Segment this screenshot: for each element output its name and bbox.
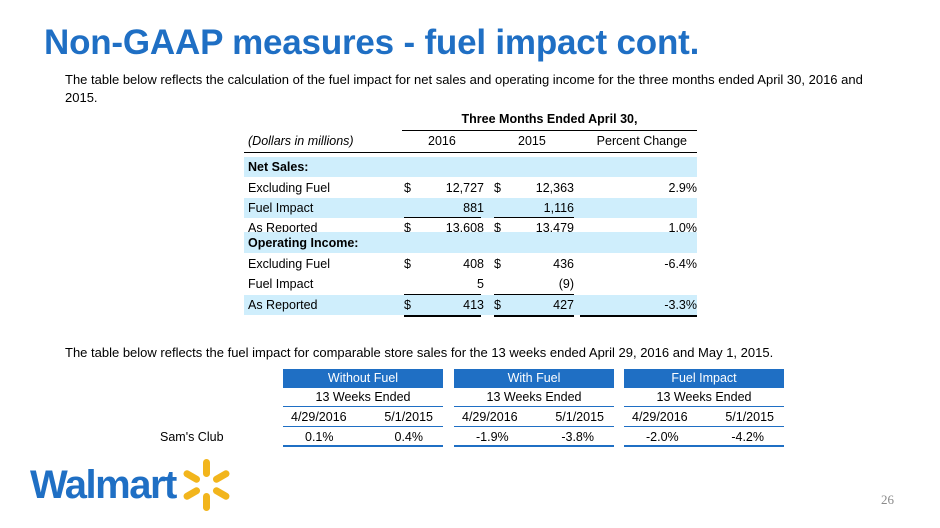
dollar-sign: $ bbox=[494, 257, 501, 271]
percent-change: 1.0% bbox=[668, 221, 698, 235]
percent-change: -6.4% bbox=[664, 257, 697, 271]
value-2015: (9) bbox=[558, 277, 574, 291]
date-2015: 5/1/2015 bbox=[384, 410, 433, 424]
dollar-sign: $ bbox=[404, 257, 411, 271]
row-label: As Reported bbox=[248, 298, 318, 312]
underline bbox=[404, 217, 481, 218]
with-fuel-box: With Fuel 13 Weeks Ended 4/29/2016 5/1/2… bbox=[454, 369, 614, 447]
dollar-sign: $ bbox=[494, 298, 501, 312]
table-row: As Reported $ 13,608 $ 13,479 1.0% bbox=[244, 218, 697, 238]
box-weeks: 13 Weeks Ended bbox=[624, 388, 784, 407]
value-2016: -2.0% bbox=[646, 430, 679, 444]
box-values: 0.1% 0.4% bbox=[283, 427, 443, 447]
row-label: Excluding Fuel bbox=[248, 257, 330, 271]
dollar-sign: $ bbox=[494, 181, 501, 195]
dollar-sign: $ bbox=[404, 181, 411, 195]
value-2016: 413 bbox=[463, 298, 484, 312]
value-2015: 436 bbox=[553, 257, 574, 271]
percent-change: -3.3% bbox=[664, 298, 697, 312]
box-title: With Fuel bbox=[454, 369, 614, 388]
row-label: Operating Income: bbox=[248, 236, 359, 250]
value-2016: -1.9% bbox=[476, 430, 509, 444]
value-2016: 408 bbox=[463, 257, 484, 271]
intro-bottom-text: The table below reflects the fuel impact… bbox=[65, 345, 774, 360]
box-title: Without Fuel bbox=[283, 369, 443, 388]
box-dates: 4/29/2016 5/1/2015 bbox=[283, 407, 443, 427]
row-label: Fuel Impact bbox=[248, 201, 314, 215]
intro-top-text: The table below reflects the calculation… bbox=[65, 72, 863, 105]
table-row: Operating Income: bbox=[244, 233, 697, 253]
value-2015: 0.4% bbox=[394, 430, 424, 444]
walmart-logo: Walmart bbox=[30, 457, 240, 513]
row-label: Fuel Impact bbox=[248, 277, 314, 291]
percent-change: 2.9% bbox=[668, 181, 698, 195]
underline bbox=[494, 217, 574, 218]
date-2015: 5/1/2015 bbox=[555, 410, 604, 424]
row-label: As Reported bbox=[248, 221, 318, 235]
page-number: 26 bbox=[881, 492, 894, 507]
box-values: -1.9% -3.8% bbox=[454, 427, 614, 447]
double-underline bbox=[404, 315, 481, 317]
col-pct-header: Percent Change bbox=[596, 134, 687, 148]
value-2015: 13,479 bbox=[535, 221, 574, 235]
column-header-row: (Dollars in millions) 2016 2015 Percent … bbox=[244, 131, 697, 153]
value-2015: 427 bbox=[553, 298, 574, 312]
value-2016: 12,727 bbox=[445, 181, 484, 195]
value-2016: 5 bbox=[477, 277, 484, 291]
col-2016-header: 2016 bbox=[428, 134, 456, 148]
table-row: Excluding Fuel $ 12,727 $ 12,363 2.9% bbox=[244, 178, 697, 198]
date-2016: 4/29/2016 bbox=[291, 410, 347, 424]
value-2016: 881 bbox=[463, 201, 484, 215]
double-underline bbox=[494, 315, 574, 317]
value-2015: -3.8% bbox=[561, 430, 594, 444]
underline bbox=[404, 294, 481, 295]
value-2016: 13,608 bbox=[445, 221, 484, 235]
box-values: -2.0% -4.2% bbox=[624, 427, 784, 447]
dollar-sign: $ bbox=[494, 221, 501, 235]
value-2015: 1,116 bbox=[543, 201, 574, 215]
box-weeks: 13 Weeks Ended bbox=[283, 388, 443, 407]
underline bbox=[494, 294, 574, 295]
table-row: Fuel Impact 881 1,116 bbox=[244, 198, 697, 218]
row-label: Excluding Fuel bbox=[248, 181, 330, 195]
dollar-sign: $ bbox=[404, 221, 411, 235]
fuel-impact-box: Fuel Impact 13 Weeks Ended 4/29/2016 5/1… bbox=[624, 369, 784, 447]
label-header: (Dollars in millions) bbox=[248, 134, 354, 148]
box-weeks: 13 Weeks Ended bbox=[454, 388, 614, 407]
box-title: Fuel Impact bbox=[624, 369, 784, 388]
table-row: Fuel Impact 5 (9) bbox=[244, 274, 697, 294]
box-dates: 4/29/2016 5/1/2015 bbox=[454, 407, 614, 427]
logo-wordmark: Walmart bbox=[30, 463, 177, 507]
table-row: Net Sales: bbox=[244, 157, 697, 177]
table-row: Excluding Fuel $ 408 $ 436 -6.4% bbox=[244, 254, 697, 274]
value-2015: 12,363 bbox=[535, 181, 574, 195]
value-2015: -4.2% bbox=[731, 430, 764, 444]
double-underline bbox=[580, 315, 697, 317]
group-header: Three Months Ended April 30, bbox=[402, 111, 697, 131]
box-dates: 4/29/2016 5/1/2015 bbox=[624, 407, 784, 427]
col-2015-header: 2015 bbox=[518, 134, 546, 148]
page-title: Non-GAAP measures - fuel impact cont. bbox=[44, 23, 700, 62]
table-row: As Reported $ 413 $ 427 -3.3% bbox=[244, 295, 697, 315]
without-fuel-box: Without Fuel 13 Weeks Ended 4/29/2016 5/… bbox=[283, 369, 443, 447]
date-2016: 4/29/2016 bbox=[462, 410, 518, 424]
date-2016: 4/29/2016 bbox=[632, 410, 688, 424]
date-2015: 5/1/2015 bbox=[725, 410, 774, 424]
dollar-sign: $ bbox=[404, 298, 411, 312]
spark-icon bbox=[183, 459, 230, 511]
sams-club-label: Sam's Club bbox=[160, 430, 224, 444]
row-label: Net Sales: bbox=[248, 160, 309, 174]
value-2016: 0.1% bbox=[305, 430, 334, 444]
